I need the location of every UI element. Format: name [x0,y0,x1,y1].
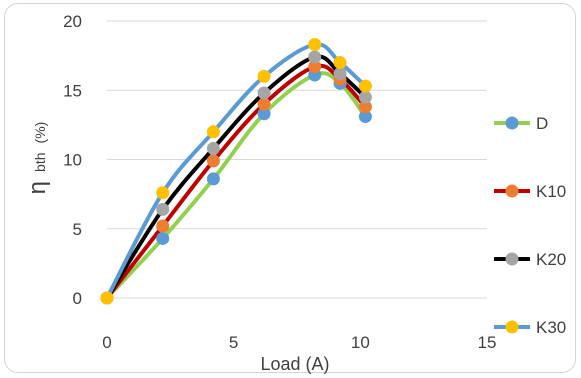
data-point-k20 [257,86,271,100]
x-tick-label: 10 [351,333,370,352]
y-tick-label: 10 [63,151,82,170]
data-point-k30 [156,186,170,200]
data-point-k20 [333,67,347,81]
data-point-k10 [257,97,271,111]
series-line-k20 [105,54,368,300]
y-axis-symbol: η [24,181,51,194]
y-tick-label: 20 [63,12,82,31]
legend-marker [505,184,519,198]
y-axis-subscript: bth [32,152,48,171]
chart-frame [4,3,576,373]
data-point-d [358,110,372,124]
series-line-k30 [105,42,368,300]
legend-marker [505,252,519,266]
data-point-d [257,107,271,121]
legend-label: K30 [536,318,566,337]
data-point-k30 [358,79,372,93]
data-point-k30 [333,56,347,70]
series-markers [100,38,372,305]
y-tick-label: 0 [73,289,82,308]
data-point-k10 [206,154,220,168]
y-axis-title: η bth (%) [24,122,51,195]
grid-lines [107,20,487,299]
legend-item-k20: K20 [494,250,566,269]
legend-item-d: D [494,114,548,133]
series-line-k10 [105,63,368,300]
x-tick-label: 5 [229,333,238,352]
data-point-k30 [308,38,322,52]
data-point-k30 [206,125,220,139]
data-point-k30 [100,291,114,305]
data-point-k20 [206,141,220,155]
y-tick-labels: 0 5 10 15 20 [63,12,82,308]
legend-label: K10 [536,182,566,201]
legend-marker [505,116,519,130]
data-point-k20 [156,202,170,216]
data-point-k10 [156,219,170,233]
x-tick-label: 0 [102,333,111,352]
data-point-d [206,172,220,186]
legend: D K10 K20 K30 [494,114,566,337]
legend-marker [505,320,519,334]
y-tick-label: 15 [63,81,82,100]
data-point-k10 [308,60,322,74]
series-lines [105,42,368,300]
svg-text:η bth (%): η bth (%) [24,122,51,195]
x-axis-title: Load (A) [260,354,329,374]
data-point-k20 [358,90,372,104]
legend-label: K20 [536,250,566,269]
x-tick-labels: 0 5 10 15 [102,333,496,352]
legend-item-k10: K10 [494,182,566,201]
data-point-k10 [358,100,372,114]
data-point-k30 [257,69,271,83]
legend-item-k30: K30 [494,318,566,337]
y-axis-unit: (%) [32,122,48,144]
x-tick-label: 15 [478,333,497,352]
data-point-k20 [308,50,322,64]
legend-label: D [536,114,548,133]
data-point-d [156,231,170,245]
y-tick-label: 5 [73,220,82,239]
